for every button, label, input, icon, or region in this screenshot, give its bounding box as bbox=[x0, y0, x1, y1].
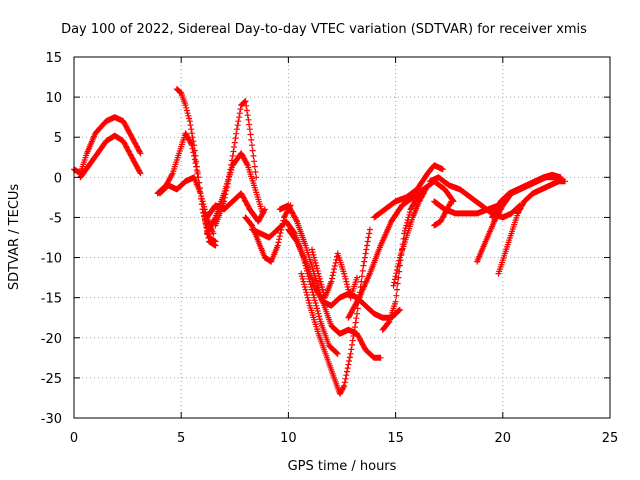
plus-markers bbox=[203, 190, 268, 225]
series-arc-23 bbox=[495, 178, 568, 277]
plus-markers bbox=[212, 98, 260, 229]
y-tick-label: -15 bbox=[41, 292, 62, 307]
plus-markers bbox=[371, 162, 446, 221]
y-axis-label: SDTVAR / TECUs bbox=[7, 184, 22, 291]
series-arc-6 bbox=[203, 150, 266, 237]
series-arc-17 bbox=[379, 190, 427, 333]
y-tick-label: -20 bbox=[41, 332, 62, 347]
series-arc-24 bbox=[489, 171, 564, 221]
grid-lines bbox=[74, 57, 610, 418]
x-tick-label: 25 bbox=[602, 431, 619, 446]
plus-markers bbox=[242, 202, 294, 265]
x-tick-label: 0 bbox=[70, 431, 78, 446]
plus-markers bbox=[71, 114, 144, 177]
y-tick-label: 5 bbox=[54, 131, 62, 146]
data-series bbox=[71, 86, 568, 397]
x-tick-label: 15 bbox=[387, 431, 404, 446]
plus-markers bbox=[298, 226, 373, 397]
axis-ticks: 0 5 10 15 20 25 15 10 5 0 -5 -10 -15 -20 -25 -30 bbox=[41, 51, 619, 446]
plus-markers bbox=[379, 190, 427, 333]
y-tick-label: -30 bbox=[41, 412, 62, 427]
series-arc-9 bbox=[242, 202, 294, 265]
y-tick-label: 15 bbox=[45, 51, 62, 66]
x-tick-label: 20 bbox=[495, 431, 512, 446]
series-arc-14 bbox=[309, 246, 360, 301]
chart-title: Day 100 of 2022, Sidereal Day-to-day VTE… bbox=[61, 22, 587, 37]
x-tick-label: 10 bbox=[280, 431, 297, 446]
plus-markers bbox=[276, 202, 384, 361]
series-arc-21 bbox=[431, 198, 455, 229]
series-arc-2 bbox=[77, 132, 144, 181]
series-arc-1 bbox=[71, 114, 144, 177]
series-arc-13 bbox=[298, 226, 373, 397]
plus-markers bbox=[495, 178, 568, 277]
y-tick-label: 10 bbox=[45, 91, 62, 106]
plus-markers bbox=[390, 186, 429, 289]
y-tick-label: 0 bbox=[54, 171, 62, 186]
series-arc-18 bbox=[390, 186, 429, 289]
series-arc-7 bbox=[212, 98, 260, 229]
series-arc-11 bbox=[276, 202, 384, 361]
plus-markers bbox=[203, 150, 266, 237]
y-tick-label: -25 bbox=[41, 372, 62, 387]
plot-frame bbox=[73, 56, 611, 419]
plus-markers bbox=[309, 246, 360, 301]
plus-markers bbox=[489, 171, 564, 221]
y-tick-label: -5 bbox=[49, 211, 62, 226]
y-tick-label: -10 bbox=[41, 252, 62, 267]
x-tick-label: 5 bbox=[177, 431, 185, 446]
plus-markers bbox=[77, 132, 144, 181]
plus-markers bbox=[431, 198, 455, 229]
series-arc-8 bbox=[203, 190, 268, 225]
series-arc-16 bbox=[371, 162, 446, 221]
x-axis-label: GPS time / hours bbox=[288, 459, 397, 474]
